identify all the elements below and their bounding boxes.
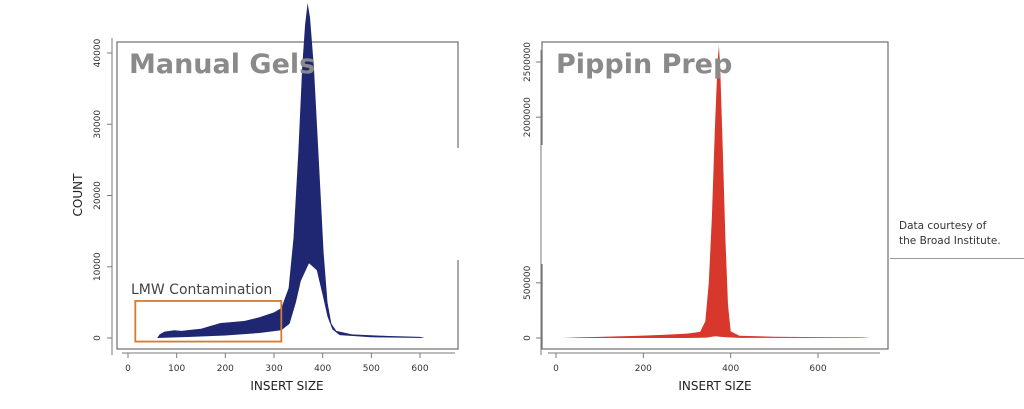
y-tick-label: 20000 <box>93 181 103 210</box>
pippin-prep-panel: 0 200 400 600 0 500000 2000000 2500000 Pippin P… <box>523 41 889 393</box>
x-tick-label: 0 <box>553 364 559 374</box>
y-tick-label: 40000 <box>93 38 103 67</box>
y-axis-title: COUNT <box>71 173 85 217</box>
chart-title-manual-gels: Manual Gels <box>129 49 315 80</box>
manual-gels-panel: 0 100 200 300 400 500 600 0 10000 20000 30000 40000… <box>71 3 464 393</box>
y-tick-label: 10000 <box>93 252 103 281</box>
credit-divider <box>890 258 1024 259</box>
x-tick-label: 500 <box>363 364 380 374</box>
credit-line-1: Data courtesy of <box>899 220 987 232</box>
y-tick-label: 30000 <box>93 110 103 139</box>
x-tick-label: 0 <box>125 364 131 374</box>
x-tick-label: 600 <box>411 364 428 374</box>
x-tick-label: 300 <box>265 364 282 374</box>
y-tick-label: 0 <box>93 335 103 341</box>
x-tick-label: 600 <box>809 364 826 374</box>
frame-gap-mask <box>452 148 464 260</box>
frame-gap-mask <box>536 145 548 264</box>
distribution-area <box>157 3 425 338</box>
y-tick-label: 500000 <box>523 265 533 300</box>
x-tick-label: 400 <box>314 364 331 374</box>
y-tick-label: 0 <box>523 335 533 341</box>
y-tick-label: 2000000 <box>523 97 533 137</box>
data-credit: Data courtesy of the Broad Institute. <box>899 219 1001 249</box>
lmw-contamination-label: LMW Contamination <box>131 282 272 298</box>
x-axis-title: INSERT SIZE <box>678 379 751 393</box>
lmw-contamination-box <box>134 300 283 343</box>
x-axis-title: INSERT SIZE <box>250 379 323 393</box>
x-tick-label: 200 <box>217 364 234 374</box>
credit-line-2: the Broad Institute. <box>899 235 1001 247</box>
x-tick-label: 200 <box>635 364 652 374</box>
chart-title-pippin-prep: Pippin Prep <box>556 49 732 80</box>
distribution-area <box>562 45 871 339</box>
x-tick-label: 100 <box>168 364 185 374</box>
y-tick-label: 2500000 <box>523 42 533 82</box>
x-tick-label: 400 <box>722 364 739 374</box>
